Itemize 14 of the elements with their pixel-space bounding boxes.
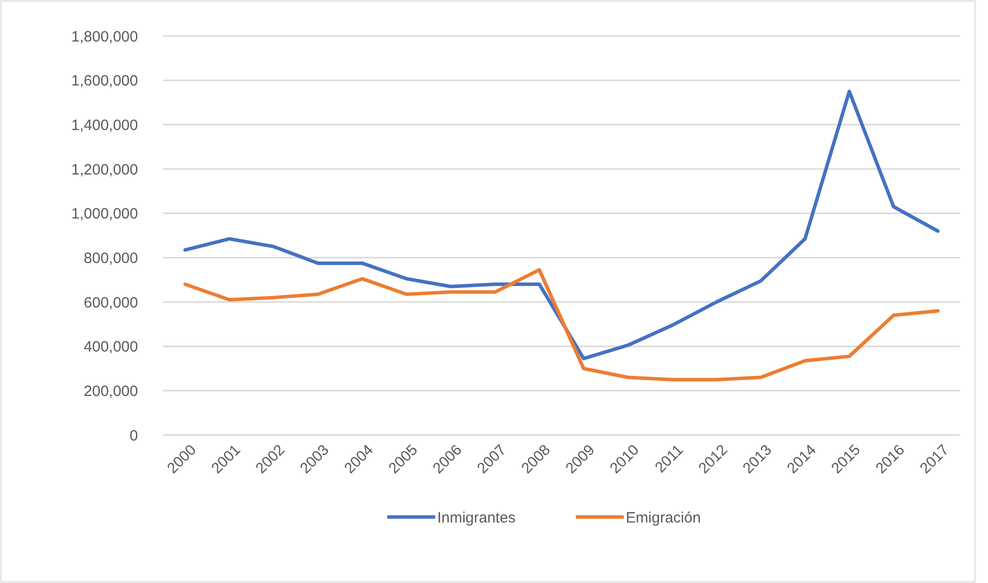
y-tick-label: 600,000 bbox=[84, 294, 138, 312]
y-tick-label: 1,200,000 bbox=[71, 161, 138, 178]
y-tick-label: 400,000 bbox=[84, 338, 138, 356]
y-tick-label: 0 bbox=[130, 427, 138, 444]
legend-label: Inmigrantes bbox=[437, 509, 516, 526]
legend-label: Emigración bbox=[626, 509, 701, 526]
y-tick-label: 800,000 bbox=[84, 250, 138, 267]
line-series bbox=[183, 268, 940, 382]
line-series bbox=[183, 90, 940, 360]
y-tick-label: 1,000,000 bbox=[71, 206, 138, 223]
y-tick-label: 200,000 bbox=[84, 382, 138, 400]
y-tick-label: 1,600,000 bbox=[71, 72, 138, 90]
y-tick-label: 1,800,000 bbox=[71, 28, 138, 46]
y-tick-label: 1,400,000 bbox=[71, 116, 138, 134]
